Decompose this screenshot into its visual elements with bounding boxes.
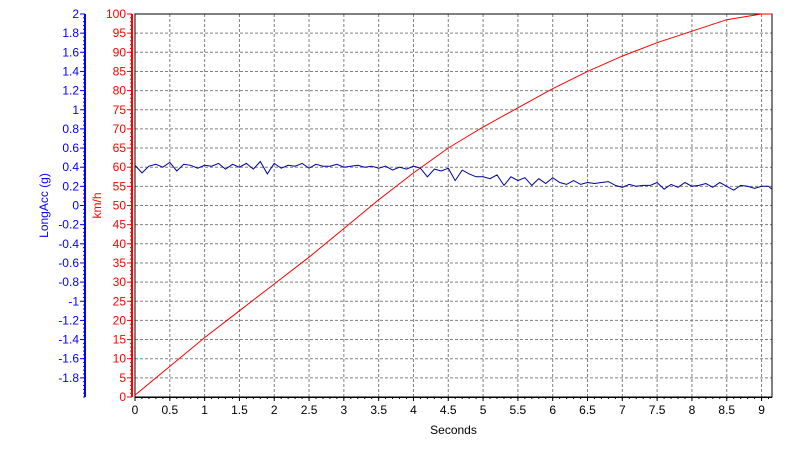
speed-tick-label: 5	[119, 371, 126, 385]
speed-tick-label: 30	[113, 275, 127, 289]
x-axis: 0 0.5 1 1.5 2 2.5 3 3.5 4 4.5 5 5.5 6 6.5 7 7.5 8 8.5 9	[132, 397, 772, 417]
longacc-tick-label: -1.4	[58, 333, 79, 347]
y-axis-longacc: 2 1.8 1.6 1.4 1.2 1 0.8 0.6 0.4 0.2 0 -0.2 -0.4 -0.6 -…	[58, 7, 86, 398]
longacc-tick-label: -1.6	[58, 352, 79, 366]
x-tick-label: 3.5	[370, 403, 387, 417]
speed-tick-label: 40	[113, 237, 127, 251]
speed-tick-label: 90	[113, 45, 127, 59]
y-axis-speed: 1009590858075706560555045403530252015105…	[106, 7, 133, 404]
x-tick-label: 7	[619, 403, 626, 417]
y-axis-label-longacc: LongAcc (g)	[37, 173, 51, 238]
speed-tick-label: 85	[113, 64, 127, 78]
x-tick-label: 5.5	[510, 403, 527, 417]
speed-tick-label: 25	[113, 294, 127, 308]
speed-tick-label: 55	[113, 179, 127, 193]
longacc-series-line	[134, 160, 773, 191]
longacc-tick-label: 0.4	[62, 160, 79, 174]
x-tick-label: 0.5	[161, 403, 178, 417]
x-tick-label: 8.5	[718, 403, 735, 417]
speed-tick-label: 75	[113, 103, 127, 117]
longacc-tick-label: 1.8	[62, 26, 79, 40]
speed-tick-label: 70	[113, 122, 127, 136]
speed-series-line	[134, 13, 772, 396]
x-tick-label: 0	[132, 403, 139, 417]
longacc-tick-label: 0.2	[62, 179, 79, 193]
x-tick-label: 1	[201, 403, 208, 417]
speed-tick-label: 50	[113, 199, 127, 213]
speed-tick-label: 95	[113, 26, 127, 40]
longacc-tick-label: -1.8	[58, 371, 79, 385]
longacc-tick-label: -0.4	[58, 237, 79, 251]
x-tick-label: 6.5	[579, 403, 596, 417]
speed-tick-label: 60	[113, 160, 127, 174]
x-tick-label: 1.5	[231, 403, 248, 417]
speed-tick-label: 65	[113, 141, 127, 155]
longacc-tick-label: -0.8	[58, 275, 79, 289]
longacc-tick-label: -0.2	[58, 218, 79, 232]
speed-tick-label: 20	[113, 313, 127, 327]
longacc-tick-label: 1	[72, 103, 79, 117]
longacc-tick-label: -1	[68, 294, 79, 308]
x-tick-label: 2	[271, 403, 278, 417]
x-tick-label: 2.5	[301, 403, 318, 417]
longacc-tick-label: 0.8	[62, 122, 79, 136]
speed-tick-label: 15	[113, 333, 127, 347]
speed-tick-label: 80	[113, 84, 127, 98]
x-tick-label: 9	[758, 403, 765, 417]
longacc-tick-label: 1.2	[62, 84, 79, 98]
x-tick-label: 5	[480, 403, 487, 417]
x-tick-label: 7.5	[649, 403, 666, 417]
longacc-tick-label: 2	[72, 7, 79, 21]
speed-tick-label: 0	[119, 390, 126, 404]
y-axis-label-speed: km/h	[90, 192, 104, 218]
speed-tick-label: 10	[113, 352, 127, 366]
speed-tick-label: 100	[106, 7, 126, 21]
series-layer	[134, 13, 773, 396]
longacc-tick-label: 1.4	[62, 64, 79, 78]
grid-lines	[135, 14, 772, 397]
longacc-tick-label: 0.6	[62, 141, 79, 155]
longacc-tick-label: 1.6	[62, 45, 79, 59]
longacc-tick-label: -0.6	[58, 256, 79, 270]
x-tick-label: 6	[549, 403, 556, 417]
longacc-tick-label: -1.2	[58, 313, 79, 327]
x-tick-label: 8	[689, 403, 696, 417]
x-tick-label: 4	[410, 403, 417, 417]
x-tick-label: 4.5	[440, 403, 457, 417]
x-tick-label: 3	[341, 403, 348, 417]
speed-tick-label: 45	[113, 218, 127, 232]
x-axis-label: Seconds	[430, 423, 477, 437]
speed-tick-label: 35	[113, 256, 127, 270]
longacc-tick-label: 0	[72, 199, 79, 213]
